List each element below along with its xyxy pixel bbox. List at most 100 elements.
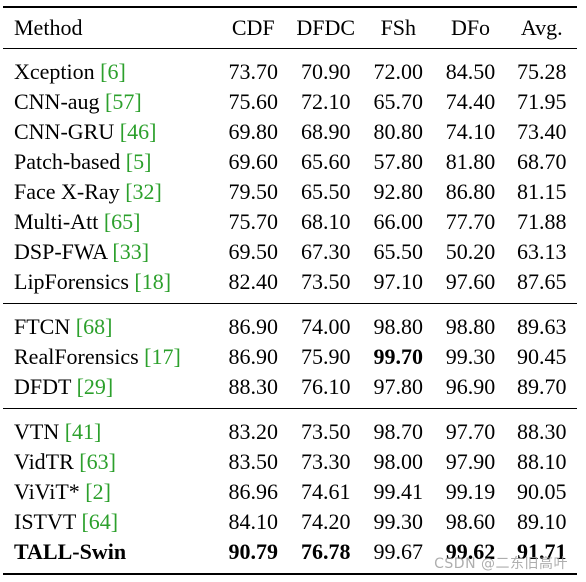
- method-cell: DFDT [29]: [3, 372, 217, 409]
- table-row: ViViT* [2] 86.96 74.61 99.41 99.19 90.05: [3, 477, 577, 507]
- citation-link[interactable]: [2]: [85, 479, 111, 504]
- table-row: CNN-GRU [46] 69.80 68.90 80.80 74.10 73.40: [3, 117, 577, 147]
- value-cdf: 88.30: [228, 374, 278, 399]
- value-dfdc: 74.20: [301, 509, 351, 534]
- value-cdf: 82.40: [228, 269, 278, 294]
- table-row: LipForensics [18] 82.40 73.50 97.10 97.60 87.…: [3, 267, 577, 304]
- value-fsh: 98.70: [373, 419, 424, 444]
- value-avg: 89.10: [517, 509, 567, 534]
- method-cell: Xception [6]: [3, 49, 217, 88]
- value-cdf: 86.96: [228, 479, 278, 504]
- header-method: Method: [14, 15, 83, 40]
- table-row: RealForensics [17] 86.90 75.90 99.70 99.30 90…: [3, 342, 577, 372]
- method-name: ViViT*: [14, 479, 80, 504]
- method-name: CNN-aug: [14, 89, 100, 114]
- citation-link[interactable]: [41]: [64, 419, 102, 444]
- method-name: CNN-GRU: [14, 119, 115, 144]
- method-name: DFDT: [14, 374, 72, 399]
- method-cell: TALL-Swin: [3, 537, 217, 574]
- method-name: Xception: [14, 59, 95, 84]
- value-dfo: 98.80: [445, 314, 496, 339]
- citation-number: 32: [132, 179, 155, 204]
- value-fsh: 99.41: [373, 479, 424, 504]
- value-dfo: 96.90: [445, 374, 496, 399]
- value-dfdc: 72.10: [301, 89, 351, 114]
- method-cell: CNN-GRU [46]: [3, 117, 217, 147]
- citation-number: 57: [112, 89, 135, 114]
- value-cdf: 69.80: [228, 119, 278, 144]
- value-dfdc: 74.61: [301, 479, 351, 504]
- value-dfo: 97.70: [445, 419, 496, 444]
- table-row: Multi-Att [65] 75.70 68.10 66.00 77.70 71.88: [3, 207, 577, 237]
- table-row: Face X-Ray [32] 79.50 65.50 92.80 86.80 81.15: [3, 177, 577, 207]
- value-avg: 89.70: [517, 374, 567, 399]
- value-fsh: 97.80: [373, 374, 424, 399]
- value-avg: 71.95: [517, 89, 567, 114]
- table-row: CNN-aug [57] 75.60 72.10 65.70 74.40 71.95: [3, 87, 577, 117]
- value-fsh: 80.80: [373, 119, 424, 144]
- table-row: ISTVT [64] 84.10 74.20 99.30 98.60 89.10: [3, 507, 577, 537]
- citation-number: 17: [151, 344, 174, 369]
- citation-number: 41: [72, 419, 95, 444]
- method-name: FTCN: [14, 314, 71, 339]
- value-cdf: 79.50: [228, 179, 278, 204]
- citation-link[interactable]: [57]: [105, 89, 142, 114]
- value-dfdc: 65.50: [301, 179, 351, 204]
- citation-link[interactable]: [6]: [100, 59, 126, 84]
- value-dfo: 50.20: [445, 239, 496, 264]
- citation-number: 46: [127, 119, 150, 144]
- citation-link[interactable]: [65]: [103, 209, 141, 234]
- value-cdf: 69.60: [228, 149, 278, 174]
- citation-number: 6: [107, 59, 119, 84]
- citation-link[interactable]: [64]: [81, 509, 119, 534]
- citation-link[interactable]: [46]: [119, 119, 157, 144]
- value-dfdc: 67.30: [301, 239, 351, 264]
- citation-link[interactable]: [29]: [76, 374, 114, 399]
- value-dfo: 99.19: [445, 479, 496, 504]
- citation-link[interactable]: [32]: [125, 179, 162, 204]
- citation-link[interactable]: [17]: [144, 344, 181, 369]
- value-avg: 88.10: [517, 449, 567, 474]
- citation-link[interactable]: [68]: [75, 314, 113, 339]
- value-fsh: 99.30: [373, 509, 424, 534]
- method-cell: VidTR [63]: [3, 447, 217, 477]
- value-dfdc: 73.50: [301, 419, 351, 444]
- method-name: Patch-based: [14, 149, 121, 174]
- method-name: Multi-Att: [14, 209, 99, 234]
- citation-number: 63: [86, 449, 109, 474]
- value-avg: 63.13: [517, 239, 567, 264]
- value-dfo: 86.80: [445, 179, 496, 204]
- header-avg: Avg.: [520, 15, 563, 40]
- method-cell: Multi-Att [65]: [3, 207, 217, 237]
- citation-link[interactable]: [5]: [125, 149, 152, 174]
- citation-number: 68: [83, 314, 106, 339]
- table-row: VTN [41] 83.20 73.50 98.70 97.70 88.30: [3, 408, 577, 448]
- value-fsh: 99.67: [373, 539, 424, 564]
- value-cdf: 69.50: [228, 239, 278, 264]
- value-avg: 89.63: [517, 314, 567, 339]
- value-avg: 73.40: [517, 119, 567, 144]
- table-row: Patch-based [5] 69.60 65.60 57.80 81.80 68.70: [3, 147, 577, 177]
- citation-link[interactable]: [33]: [112, 239, 150, 264]
- table-row: DSP-FWA [33] 69.50 67.30 65.50 50.20 63.13: [3, 237, 577, 267]
- header-cdf: CDF: [231, 15, 275, 40]
- value-fsh: 97.10: [373, 269, 424, 294]
- value-dfdc: 73.30: [301, 449, 351, 474]
- value-cdf: 86.90: [228, 344, 278, 369]
- value-avg: 71.88: [517, 209, 567, 234]
- citation-link[interactable]: [18]: [134, 269, 172, 294]
- method-cell: Face X-Ray [32]: [3, 177, 217, 207]
- table-row: TALL-Swin 90.79 76.78 99.67 99.62 91.71: [3, 537, 577, 574]
- value-dfdc: 76.10: [301, 374, 351, 399]
- method-cell: ISTVT [64]: [3, 507, 217, 537]
- method-cell: Patch-based [5]: [3, 147, 217, 177]
- citation-number: 18: [141, 269, 164, 294]
- method-name: TALL-Swin: [14, 539, 127, 564]
- value-dfdc: 68.10: [301, 209, 351, 234]
- citation-number: 33: [119, 239, 142, 264]
- citation-link[interactable]: [63]: [79, 449, 116, 474]
- method-cell: VTN [41]: [3, 409, 217, 448]
- citation-number: 29: [83, 374, 106, 399]
- value-dfo: 81.80: [445, 149, 496, 174]
- citation-number: 2: [92, 479, 104, 504]
